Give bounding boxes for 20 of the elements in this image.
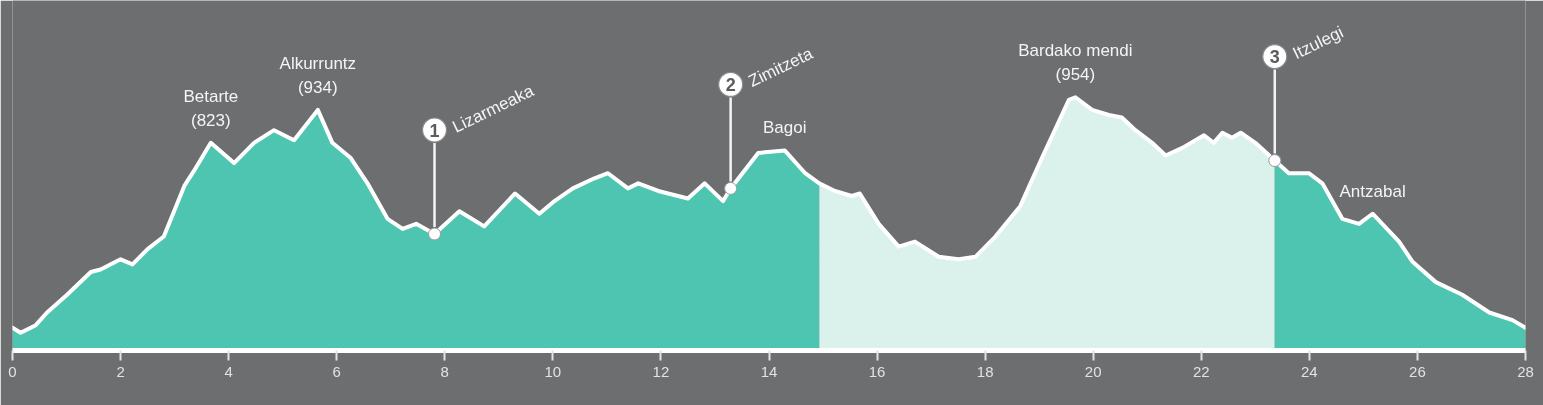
x-tick-label: 12 [652,362,670,380]
x-tick-label: 10 [544,362,562,380]
x-tick-label: 8 [440,362,449,380]
x-tick-label: 22 [1192,362,1210,380]
x-tick-label: 26 [1409,362,1426,380]
annotation: Bagoi [762,118,807,138]
x-tick-label: 24 [1301,362,1318,380]
annotation: Antzabal [1339,181,1406,201]
x-tick-label: 14 [760,362,778,380]
x-tick-label: 20 [1084,362,1102,380]
annotation: Alkurruntz (934) [279,53,357,97]
x-tick-label: 6 [332,362,341,380]
x-tick-label: 2 [116,362,125,380]
annotation: Bardako mendi (954) [1018,41,1133,85]
x-tick-label: 18 [976,362,994,380]
x-tick-label: 16 [868,362,886,380]
x-tick-label: 4 [224,362,233,380]
x-tick-label: 0 [8,362,17,380]
annotation: Betarte (823) [183,86,239,130]
x-tick-label: 28 [1517,362,1534,380]
